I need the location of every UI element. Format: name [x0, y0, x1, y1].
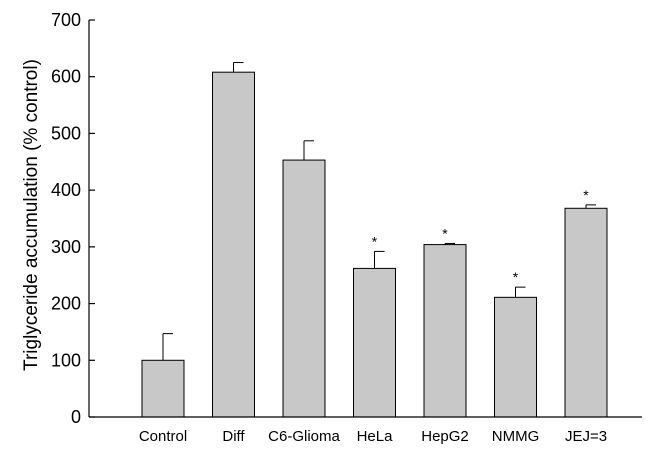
error-bar — [303, 140, 314, 161]
error-bar — [374, 250, 385, 269]
y-tick-label: 500 — [51, 123, 81, 143]
y-tick-label: 200 — [51, 294, 81, 314]
x-tick-label: NMMG — [492, 428, 540, 445]
error-bars-group — [162, 62, 596, 361]
significance-markers-group: * * * * — [372, 187, 590, 285]
x-tick-label: HeLa — [357, 428, 394, 445]
bar-jej-3 — [564, 207, 608, 418]
x-tick-label: JEJ=3 — [565, 428, 607, 445]
y-axis-label: Triglyceride accumulation (% control) — [21, 59, 42, 371]
y-tick-label: 400 — [51, 180, 81, 200]
y-tick-label: 100 — [51, 350, 81, 370]
significance-marker: * — [442, 225, 448, 241]
y-tick-label: 700 — [51, 10, 81, 30]
bar-control — [141, 359, 185, 418]
error-bar — [444, 242, 455, 245]
significance-marker: * — [583, 187, 589, 203]
y-tick-label: 300 — [51, 237, 81, 257]
bars-group — [141, 71, 608, 418]
bar-hepg2 — [423, 244, 467, 418]
x-tick-label: C6-Glioma — [268, 428, 340, 445]
bar-diff — [212, 71, 255, 418]
bar-c6-glioma — [282, 159, 326, 418]
error-bar — [585, 204, 596, 209]
error-bar — [515, 286, 526, 298]
error-bar — [162, 333, 173, 361]
x-axis: Control Diff C6-Glioma HeLa HepG2 NMMG JEJ=3 — [89, 416, 642, 445]
y-axis: 0 100 200 300 400 500 600 700 — [51, 10, 95, 427]
significance-marker: * — [372, 233, 378, 249]
x-tick-label: HepG2 — [421, 428, 469, 445]
significance-marker: * — [513, 269, 519, 285]
x-tick-label: Control — [139, 428, 187, 445]
y-tick-label: 600 — [51, 67, 81, 87]
bar-nmmg — [494, 296, 537, 418]
y-tick-label: 0 — [71, 407, 81, 427]
x-tick-label: Diff — [222, 428, 245, 445]
bar-hela — [353, 267, 396, 418]
error-bar — [233, 62, 244, 73]
